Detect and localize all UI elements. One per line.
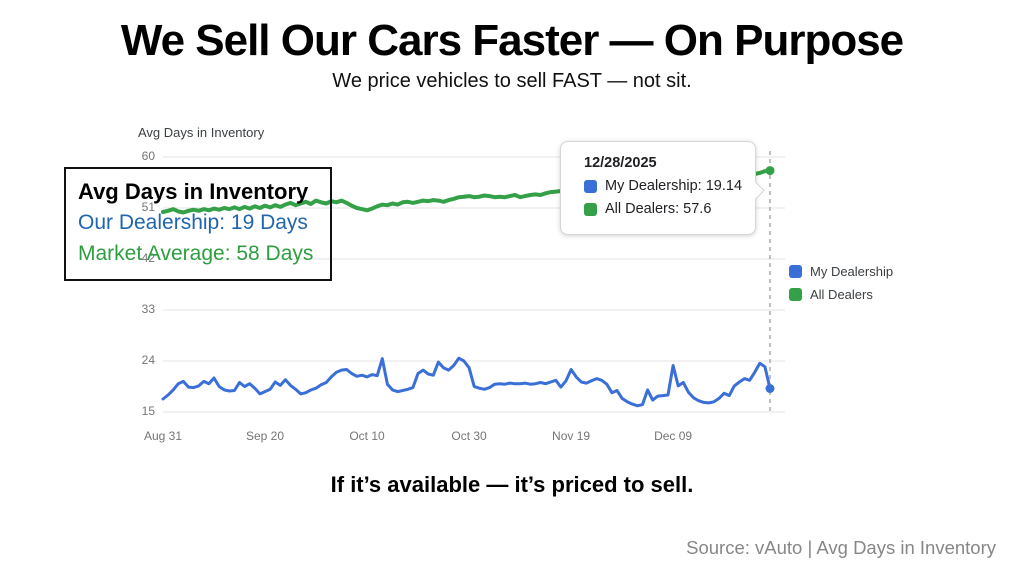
x-tick-label: Sep 20 [245, 429, 285, 443]
slogan: If it’s available — it’s priced to sell. [330, 472, 694, 497]
y-tick-label: 51 [141, 200, 155, 214]
legend-label: All Dealers [810, 287, 873, 302]
tooltip-rows: My Dealership: 19.14 All Dealers: 57.6 [584, 178, 755, 217]
y-tick-label: 24 [141, 353, 155, 367]
x-tick-label: Oct 30 [451, 429, 487, 443]
tooltip-entry: My Dealership: 19.14 [584, 178, 755, 194]
callout-title: Avg Days in Inventory [78, 179, 309, 204]
tooltip-date: 12/28/2025 [584, 155, 657, 171]
series-line-my-dealership [161, 356, 772, 408]
legend-item-all-dealers[interactable]: All Dealers [789, 287, 893, 302]
source-attribution: Source: vAuto | Avg Days in Inventory [686, 537, 996, 558]
legend-label: My Dealership [810, 264, 894, 279]
callout-market-average: Market Average: 58 Days [78, 242, 314, 265]
series-end-marker-my-dealership [765, 384, 775, 393]
series-swatch-icon [584, 202, 597, 216]
x-tick-label: Dec 09 [654, 429, 693, 443]
tooltip-entry-label: All Dealers: 57.6 [605, 201, 712, 217]
series-swatch-icon [584, 179, 597, 193]
y-tick-label: 15 [141, 404, 155, 418]
legend-item-my-dealership[interactable]: My Dealership [789, 264, 893, 279]
x-tick-label: Nov 19 [552, 429, 591, 443]
series-swatch-icon [789, 265, 802, 278]
series-end-marker-all-dealers [765, 166, 775, 176]
callout-box: Avg Days in Inventory Our Dealership: 19… [64, 167, 332, 281]
page-subtitle: We price vehicles to sell FAST — not sit… [332, 70, 692, 92]
tooltip-entry-label: My Dealership: 19.14 [605, 178, 743, 194]
x-tick-label: Aug 31 [143, 429, 183, 443]
chart-tooltip: 12/28/2025 My Dealership: 19.14 All Deale… [560, 141, 765, 235]
chart-legend: My Dealership All Dealers [789, 264, 893, 310]
y-tick-label: 42 [141, 251, 155, 265]
y-tick-label: 33 [141, 302, 155, 316]
series-swatch-icon [789, 288, 802, 301]
chart-title: Avg Days in Inventory [138, 125, 265, 140]
x-tick-label: Oct 10 [349, 429, 385, 443]
callout-our-dealership: Our Dealership: 19 Days [78, 211, 308, 234]
page-title: We Sell Our Cars Faster — On Purpose [120, 16, 904, 65]
y-tick-label: 60 [141, 149, 155, 163]
tooltip-entry: All Dealers: 57.6 [584, 201, 755, 217]
